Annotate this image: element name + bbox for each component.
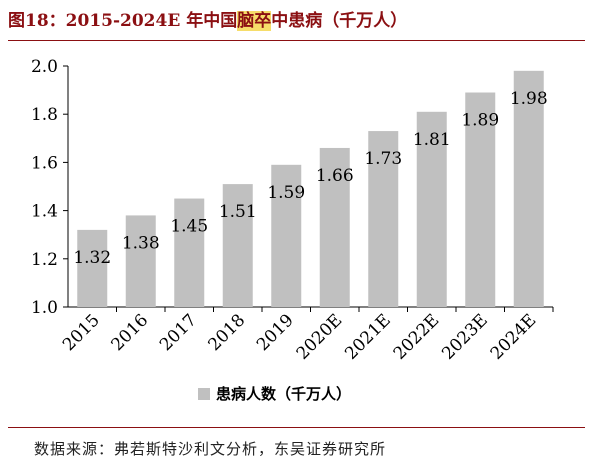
x-tick-label: 2017 xyxy=(156,310,201,355)
data-label: 1.45 xyxy=(170,217,208,237)
bar xyxy=(319,147,350,307)
bar xyxy=(368,131,399,307)
x-tick-label: 2016 xyxy=(108,310,153,355)
x-tick-label: 2021E xyxy=(341,310,395,364)
y-tick-label: 1.4 xyxy=(31,202,58,222)
y-tick-label: 1.2 xyxy=(31,250,58,270)
data-label: 1.32 xyxy=(73,248,111,268)
data-label: 1.73 xyxy=(364,149,402,169)
title-suffix: 中患病（千万人） xyxy=(271,11,408,31)
bar xyxy=(222,184,253,307)
title-rule xyxy=(8,40,585,41)
bar xyxy=(125,215,156,307)
source-note: 数据来源：弗若斯特沙利文分析，东吴证券研究所 xyxy=(34,440,387,458)
figure-title: 图18：2015-2024E 年中国脑卒中患病（千万人） xyxy=(8,6,407,36)
bar xyxy=(174,198,205,307)
source-rule xyxy=(8,427,585,428)
x-tick-label: 2019 xyxy=(253,310,298,355)
bar-chart: 1.0 1.2 1.4 1.6 1.8 2.0 1.32 2015 1.38 2016 1.45 20… xyxy=(31,57,554,403)
title-highlight: 脑卒 xyxy=(237,11,272,31)
x-tick-label: 2023E xyxy=(438,310,492,364)
bar xyxy=(77,229,108,307)
x-tick-label: 2024E xyxy=(487,310,541,364)
bar xyxy=(271,164,302,307)
data-label: 1.98 xyxy=(510,89,548,109)
data-label: 1.38 xyxy=(122,233,160,253)
x-tick-label: 2015 xyxy=(59,310,104,355)
y-tick-label: 1.8 xyxy=(31,105,58,125)
data-label: 1.66 xyxy=(316,166,354,186)
y-tick-label: 1.6 xyxy=(31,153,58,173)
y-tick-label: 1.0 xyxy=(31,298,58,318)
data-label: 1.81 xyxy=(413,130,451,150)
legend-label: 患病人数（千万人） xyxy=(216,385,351,403)
y-tick-label: 2.0 xyxy=(31,57,58,77)
legend-swatch xyxy=(198,388,210,400)
bar xyxy=(513,70,544,307)
data-label: 1.59 xyxy=(267,183,305,203)
x-tick-label: 2020E xyxy=(293,310,347,364)
bar xyxy=(416,111,447,307)
title-prefix: 图18：2015-2024E 年中国 xyxy=(8,11,238,31)
data-label: 1.89 xyxy=(461,111,499,131)
data-label: 1.51 xyxy=(219,202,257,222)
x-tick-label: 2018 xyxy=(205,310,250,355)
x-tick-label: 2022E xyxy=(390,310,444,364)
bar xyxy=(465,92,496,307)
